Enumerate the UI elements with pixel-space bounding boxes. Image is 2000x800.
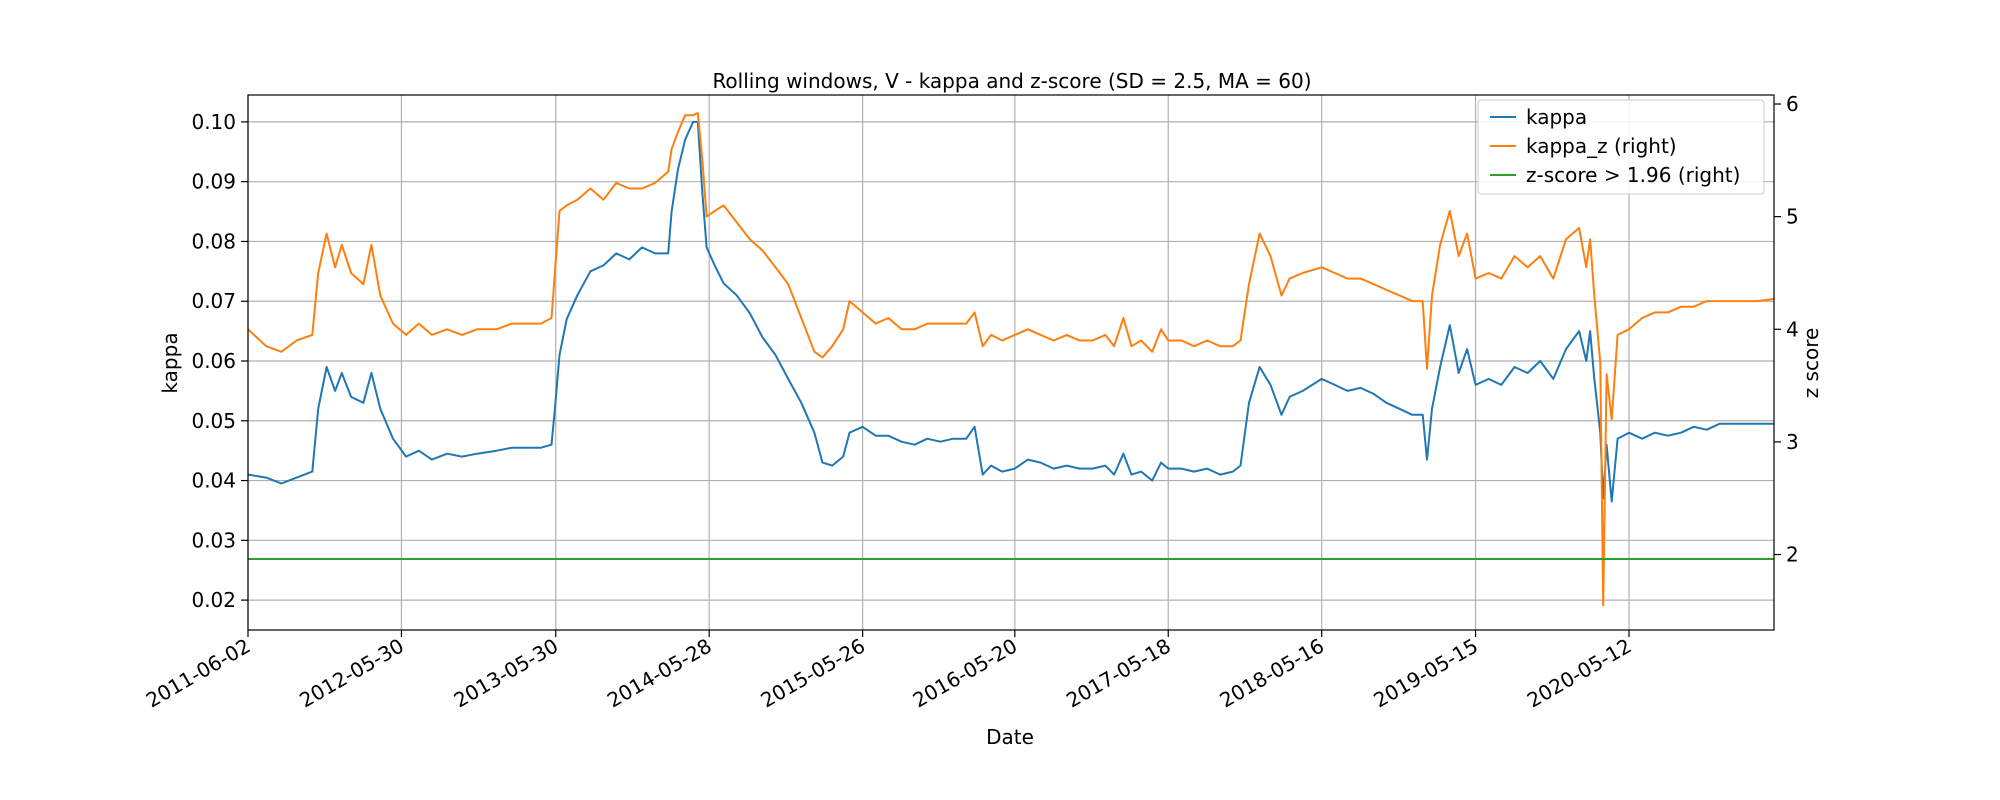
y-axis-right: 2 3 4 5 6 bbox=[1774, 92, 1799, 567]
series-layer bbox=[247, 112, 1775, 607]
x-tick-label: 2019-05-15 bbox=[1369, 634, 1482, 713]
y2-tick-label: 3 bbox=[1786, 430, 1799, 454]
y-tick-label: 0.04 bbox=[191, 469, 236, 493]
kappa-line bbox=[247, 120, 1774, 503]
x-tick-label: 2013-05-30 bbox=[450, 634, 563, 713]
x-tick-label: 2017-05-18 bbox=[1062, 634, 1175, 713]
plot-frame bbox=[247, 94, 1775, 631]
legend-box bbox=[1477, 99, 1765, 195]
kappa-z-line bbox=[247, 112, 1775, 607]
y-tick-label: 0.05 bbox=[191, 409, 236, 433]
y2-axis-label: z score bbox=[1799, 328, 1823, 399]
x-tick-label: 2014-05-28 bbox=[603, 634, 716, 713]
y-tick-label: 0.06 bbox=[191, 349, 236, 373]
y2-tick-label: 5 bbox=[1786, 205, 1799, 229]
legend: kappa kappa_z (right) z-score > 1.96 (ri… bbox=[1477, 99, 1765, 195]
x-tick-label: 2020-05-12 bbox=[1523, 634, 1636, 713]
y-tick-label: 0.10 bbox=[191, 110, 236, 134]
x-tick-label: 2012-05-30 bbox=[295, 634, 408, 713]
y2-tick-label: 6 bbox=[1786, 92, 1799, 116]
y-tick-label: 0.03 bbox=[191, 528, 236, 552]
x-tick-label: 2011-06-02 bbox=[142, 634, 255, 713]
y-axis-label: kappa bbox=[158, 332, 182, 393]
y-tick-label: 0.02 bbox=[191, 588, 236, 612]
x-tick-label: 2015-05-26 bbox=[756, 634, 869, 713]
legend-label-kappa: kappa bbox=[1526, 105, 1587, 129]
y2-tick-label: 2 bbox=[1786, 543, 1799, 567]
x-tick-label: 2018-05-16 bbox=[1216, 634, 1329, 713]
x-axis: 2011-06-02 2012-05-30 2013-05-30 2014-05-28… bbox=[142, 630, 1636, 712]
y-tick-label: 0.07 bbox=[191, 289, 236, 313]
legend-label-kappa-z: kappa_z (right) bbox=[1526, 134, 1677, 158]
y-axis-left: 0.02 0.03 0.04 0.05 0.06 0.07 0.08 0.09 0.10 bbox=[191, 110, 248, 612]
y2-tick-label: 4 bbox=[1786, 317, 1799, 341]
legend-label-threshold: z-score > 1.96 (right) bbox=[1526, 163, 1740, 187]
chart-title: Rolling windows, V - kappa and z-score (… bbox=[712, 69, 1311, 93]
x-axis-label: Date bbox=[986, 725, 1034, 749]
grid bbox=[247, 95, 1774, 630]
y-tick-label: 0.09 bbox=[191, 170, 236, 194]
x-tick-label: 2016-05-20 bbox=[909, 634, 1022, 713]
y-tick-label: 0.08 bbox=[191, 229, 236, 253]
